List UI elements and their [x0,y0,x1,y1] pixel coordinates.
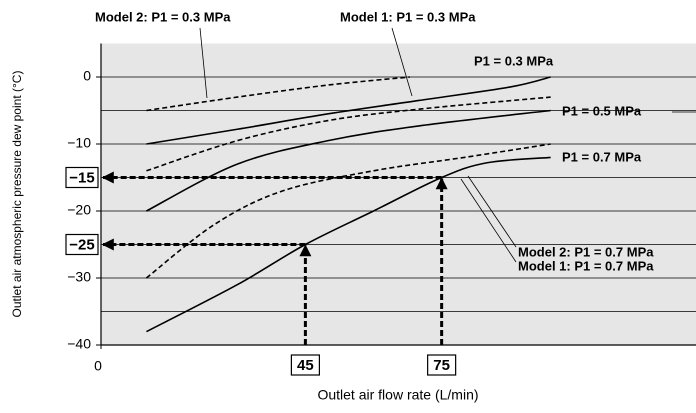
annotation: P1 = 0.3 MPa [474,53,554,68]
annotation-leader [391,27,413,97]
x-highlight-label: 45 [297,357,314,374]
x-tick-label: 0 [94,358,102,374]
y-tick-label: −10 [67,135,91,151]
annotation: Model 1: P1 = 0.7 MPa [518,258,654,273]
annotation: Model 2: P1 = 0.3 MPa [95,9,231,24]
annotation: Model 2: P1 = 0.7 MPa [518,244,654,259]
annotation: P1 = 0.5 MPa [562,103,642,118]
x-highlight-label: 75 [433,357,450,374]
series-line [145,143,551,279]
x-highlight-box [290,354,320,376]
x-axis-label: Outlet air flow rate (L/min) [317,387,478,403]
annotation: Model 1: P1 = 0.3 MPa [340,9,476,24]
y-highlight-label: −15 [69,169,94,186]
y-tick-label: −30 [67,269,91,285]
x-highlight-box [427,354,457,376]
y-highlight-label: −25 [69,236,94,253]
annotation-leader [467,175,517,248]
annotation: P1 = 0.7 MPa [562,149,642,164]
series-line [146,156,551,333]
y-tick-label: 0 [83,68,91,84]
series-line [146,76,410,112]
annotation-leader [199,27,208,99]
annotation-leader [460,178,517,263]
y-axis-label: Outlet air atmospheric pressure dew poin… [10,71,24,318]
series-line [146,96,551,172]
y-tick-label: −40 [67,336,91,352]
series-line [146,76,551,145]
y-tick-label: −20 [67,202,91,218]
plot-background [101,43,696,345]
y-highlight-box [65,166,99,189]
y-highlight-box [65,233,99,256]
